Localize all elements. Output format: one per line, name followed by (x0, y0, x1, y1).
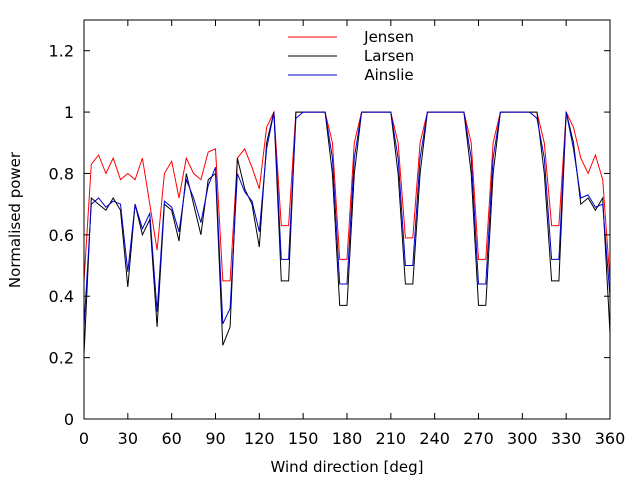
legend-label-jensen: Jensen (363, 28, 414, 46)
x-tick-label: 30 (118, 429, 138, 448)
x-tick-label: 330 (551, 429, 582, 448)
x-tick-label: 0 (79, 429, 89, 448)
x-tick-label: 360 (595, 429, 626, 448)
y-tick-label: 1 (64, 103, 74, 122)
x-tick-label: 60 (161, 429, 181, 448)
series-line-jensen (83, 110, 611, 282)
y-tick-label: 0.2 (49, 349, 74, 368)
x-tick-label: 90 (205, 429, 225, 448)
x-tick-label: 240 (419, 429, 450, 448)
x-tick-label: 270 (463, 429, 494, 448)
x-tick-label: 150 (288, 429, 319, 448)
x-tick-label: 180 (332, 429, 363, 448)
y-tick-labels: 0 0.2 0.4 0.6 0.8 1 1.2 (49, 42, 74, 429)
y-tick-label: 0.4 (49, 287, 74, 306)
legend-label-larsen: Larsen (364, 47, 414, 65)
y-tick-label: 0.6 (49, 226, 74, 245)
x-tick-label: 120 (244, 429, 275, 448)
y-tick-label: 0 (64, 410, 74, 429)
legend-label-ainslie: Ainslie (364, 66, 413, 84)
y-tick-label: 0.8 (49, 164, 74, 183)
series-line-ainslie (83, 111, 611, 327)
x-tick-labels: 0 30 60 90 120 150 180 210 240 270 300 330 360 (79, 429, 625, 448)
series-layer (83, 110, 611, 355)
x-tick-label: 210 (376, 429, 407, 448)
series-line-larsen (83, 111, 611, 355)
ticks-layer (83, 20, 611, 420)
x-tick-label: 300 (507, 429, 538, 448)
x-axis-label: Wind direction [deg] (271, 458, 424, 476)
y-tick-label: 1.2 (49, 42, 74, 61)
y-axis-label: Normalised power (6, 151, 24, 288)
